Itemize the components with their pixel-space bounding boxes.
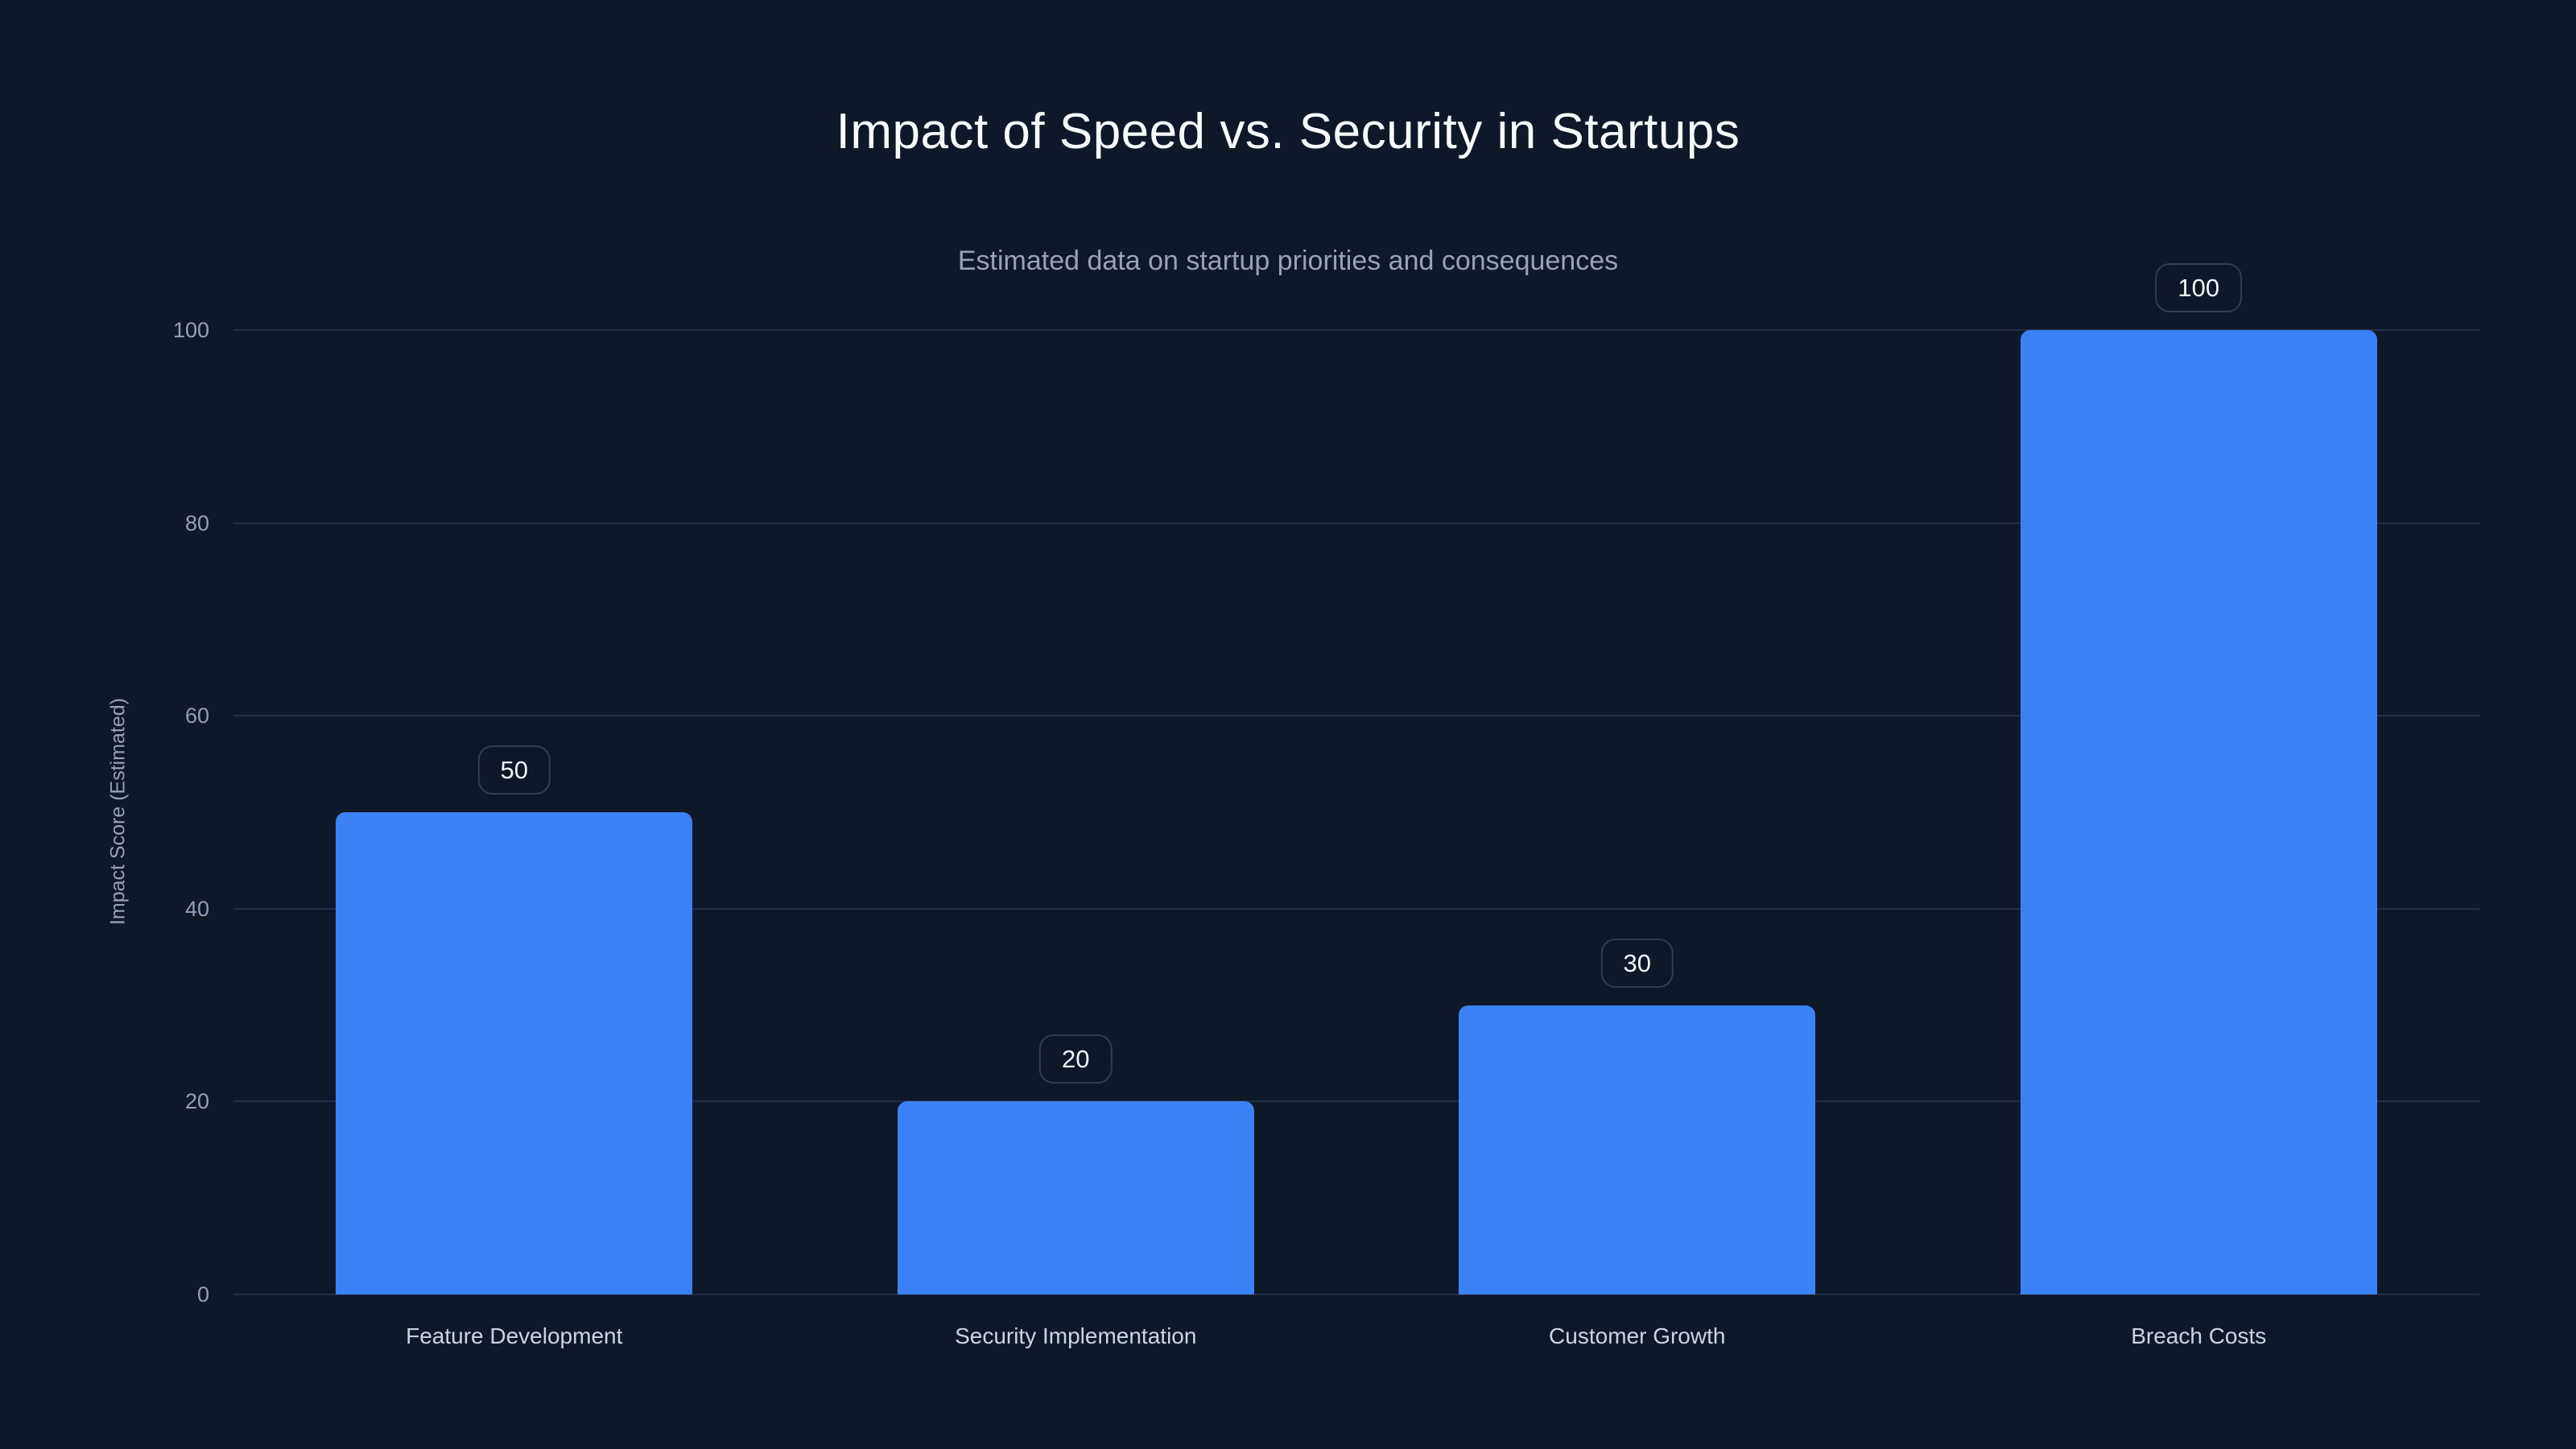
gridline-0 bbox=[233, 1294, 2479, 1295]
y-tick-label-20: 20 bbox=[184, 1089, 209, 1114]
bar-feature-development bbox=[336, 812, 693, 1294]
y-tick-label-0: 0 bbox=[196, 1282, 209, 1307]
y-axis-label: Impact Score (Estimated) bbox=[106, 697, 130, 926]
category-label-feature-development: Feature Development bbox=[406, 1323, 623, 1348]
gridline-80 bbox=[233, 522, 2479, 524]
value-badge-customer-growth: 30 bbox=[1600, 938, 1674, 988]
y-tick-label-100: 100 bbox=[172, 318, 209, 342]
y-tick-label-80: 80 bbox=[184, 510, 209, 535]
value-badge-feature-development: 50 bbox=[477, 745, 551, 795]
bar-breach-costs bbox=[2020, 330, 2377, 1294]
bar-security-implementation bbox=[897, 1101, 1254, 1294]
gridline-20 bbox=[233, 1100, 2479, 1103]
category-label-breach-costs: Breach Costs bbox=[2131, 1323, 2267, 1348]
chart-subtitle: Estimated data on startup priorities and… bbox=[957, 246, 1619, 276]
bar-customer-growth bbox=[1459, 1005, 1816, 1294]
plot-area: 0 20 40 60 80 100 50 Feature Development 20 Secur… bbox=[173, 263, 2479, 1348]
y-tick-label-60: 60 bbox=[184, 704, 209, 729]
gridline-100 bbox=[233, 329, 2479, 331]
chart-title: Impact of Speed vs. Security in Startups bbox=[836, 104, 1740, 159]
value-badge-breach-costs: 100 bbox=[2155, 263, 2243, 312]
category-label-customer-growth: Customer Growth bbox=[1549, 1323, 1726, 1348]
gridline-60 bbox=[233, 715, 2479, 717]
gridline-40 bbox=[233, 907, 2479, 910]
value-badge-security-implementation: 20 bbox=[1039, 1034, 1113, 1084]
category-label-security-implementation: Security Implementation bbox=[955, 1323, 1197, 1348]
y-tick-label-40: 40 bbox=[184, 896, 209, 921]
